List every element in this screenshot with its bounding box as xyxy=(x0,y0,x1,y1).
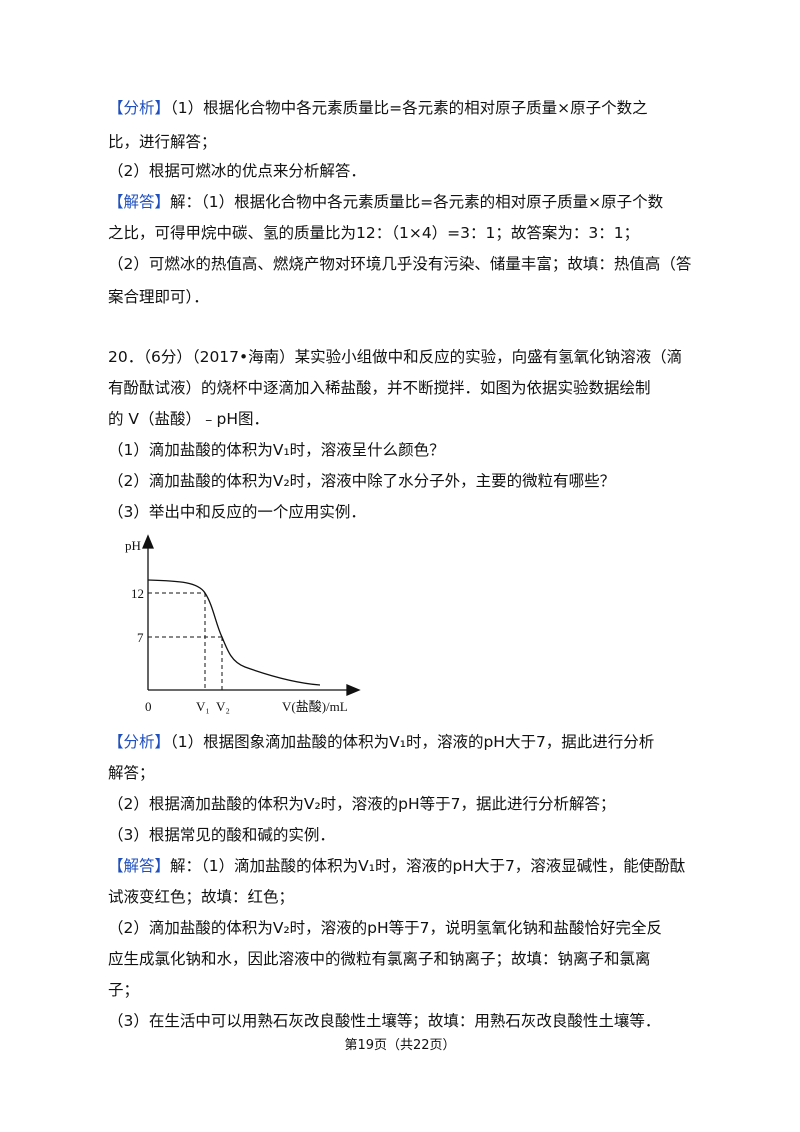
text: 解：（1）根据化合物中各元素质量比=各元素的相对原子质量×原子个数 xyxy=(170,193,664,211)
text: 的 V（盐酸）﹣pH图． xyxy=(108,410,270,428)
text: 应生成氯化钠和水，因此溶液中的微粒有氯离子和钠离子；故填：钠离子和氯离 xyxy=(108,950,651,968)
v2-label: V₂ xyxy=(216,699,230,714)
text: 解答； xyxy=(108,764,155,782)
text-line: 有酚酞试液）的烧杯中逐滴加入稀盐酸，并不断搅拌．如图为依据实验数据绘制 xyxy=(108,378,651,398)
text-line: （1）滴加盐酸的体积为V₁时，溶液呈什么颜色？ xyxy=(108,440,445,460)
ph-curve xyxy=(147,579,321,686)
text-line: 20．（6分）（2017•海南）某实验小组做中和反应的实验，向盛有氢氧化钠溶液（… xyxy=(108,347,682,367)
section-tag: 【解答】 xyxy=(108,857,171,875)
text: 试液变红色；故填：红色； xyxy=(108,888,295,906)
text-line: 【分析】（1）根据化合物中各元素质量比=各元素的相对原子质量×原子个数之 xyxy=(108,98,648,118)
text: （1）根据图象滴加盐酸的体积为V₁时，溶液的pH大于7，据此进行分析 xyxy=(170,733,655,751)
text: 解：（1）滴加盐酸的体积为V₁时，溶液的pH大于7，溶液显碱性，能使酚酞 xyxy=(170,857,686,875)
text: （1）根据化合物中各元素质量比=各元素的相对原子质量×原子个数之 xyxy=(170,99,648,117)
text-line: 应生成氯化钠和水，因此溶液中的微粒有氯离子和钠离子；故填：钠离子和氯离 xyxy=(108,949,651,969)
text-line: （2）根据可燃冰的优点来分析解答． xyxy=(108,161,366,181)
text-line: 解答； xyxy=(108,763,155,783)
text: （2）滴加盐酸的体积为V₂时，溶液中除了水分子外，主要的微粒有哪些？ xyxy=(108,472,616,490)
text: 有酚酞试液）的烧杯中逐滴加入稀盐酸，并不断搅拌．如图为依据实验数据绘制 xyxy=(108,379,651,397)
text: （1）滴加盐酸的体积为V₁时，溶液呈什么颜色？ xyxy=(108,441,445,459)
text-line: 【解答】解：（1）滴加盐酸的体积为V₁时，溶液的pH大于7，溶液显碱性，能使酚酞 xyxy=(108,856,685,876)
tick-label: 7 xyxy=(137,630,144,645)
text: 比，进行解答； xyxy=(108,133,217,151)
section-tag: 【解答】 xyxy=(108,193,171,211)
x-arrow xyxy=(346,684,361,696)
page-footer: 第19页（共22页） xyxy=(344,1038,456,1053)
text-line: 之比，可得甲烷中碳、氢的质量比为12：（1×4）=3：1；故答案为：3：1； xyxy=(108,223,639,243)
text: （2）滴加盐酸的体积为V₂时，溶液的pH等于7，说明氢氧化钠和盐酸恰好完全反 xyxy=(108,919,663,937)
text-line: （3）根据常见的酸和碱的实例． xyxy=(108,825,335,845)
text-line: （3）在生活中可以用熟石灰改良酸性土壤等；故填：用熟石灰改良酸性土壤等． xyxy=(108,1011,660,1031)
text-line: （2）滴加盐酸的体积为V₂时，溶液中除了水分子外，主要的微粒有哪些？ xyxy=(108,471,615,491)
text-line: 【分析】（1）根据图象滴加盐酸的体积为V₁时，溶液的pH大于7，据此进行分析 xyxy=(108,732,654,752)
text: （3）根据常见的酸和碱的实例． xyxy=(108,826,335,844)
v1-label: V₁ xyxy=(196,699,210,714)
text-line: 比，进行解答； xyxy=(108,132,217,152)
x-label: V(盐酸)/mL xyxy=(282,699,348,714)
y-label: pH xyxy=(125,538,141,553)
text: （3）举出中和反应的一个应用实例． xyxy=(108,503,366,521)
tick-label: 12 xyxy=(131,586,144,601)
text-line: 试液变红色；故填：红色； xyxy=(108,887,294,907)
text-line: （2）根据滴加盐酸的体积为V₂时，溶液的pH等于7，据此进行分析解答； xyxy=(108,794,616,814)
text: （2）根据可燃冰的优点来分析解答． xyxy=(108,162,366,180)
section-tag: 【分析】 xyxy=(108,733,171,751)
text-line: 案合理即可）． xyxy=(108,287,209,307)
text: （2）根据滴加盐酸的体积为V₂时，溶液的pH等于7，据此进行分析解答； xyxy=(108,795,616,813)
text-line: （2）滴加盐酸的体积为V₂时，溶液的pH等于7，说明氢氧化钠和盐酸恰好完全反 xyxy=(108,918,662,938)
text-line: 的 V（盐酸）﹣pH图． xyxy=(108,409,269,429)
text-line: 子； xyxy=(108,980,139,1000)
text: （2）可燃冰的热值高、燃烧产物对环境几乎没有污染、储量丰富；故填：热值高（答 xyxy=(108,255,692,273)
text: 20．（6分）（2017•海南）某实验小组做中和反应的实验，向盛有氢氧化钠溶液（… xyxy=(108,348,683,366)
text-line: （3）举出中和反应的一个应用实例． xyxy=(108,502,366,522)
text: 之比，可得甲烷中碳、氢的质量比为12：（1×4）=3：1；故答案为：3：1； xyxy=(108,224,640,242)
text: （3）在生活中可以用熟石灰改良酸性土壤等；故填：用熟石灰改良酸性土壤等． xyxy=(108,1012,661,1030)
section-tag: 【分析】 xyxy=(108,99,171,117)
text: 案合理即可）． xyxy=(108,288,209,306)
text-line: （2）可燃冰的热值高、燃烧产物对环境几乎没有污染、储量丰富；故填：热值高（答 xyxy=(108,254,691,274)
y-arrow xyxy=(142,534,154,549)
text-line: 【解答】解：（1）根据化合物中各元素质量比=各元素的相对原子质量×原子个数 xyxy=(108,192,663,212)
origin-label: 0 xyxy=(145,699,152,714)
text: 子； xyxy=(108,981,140,999)
